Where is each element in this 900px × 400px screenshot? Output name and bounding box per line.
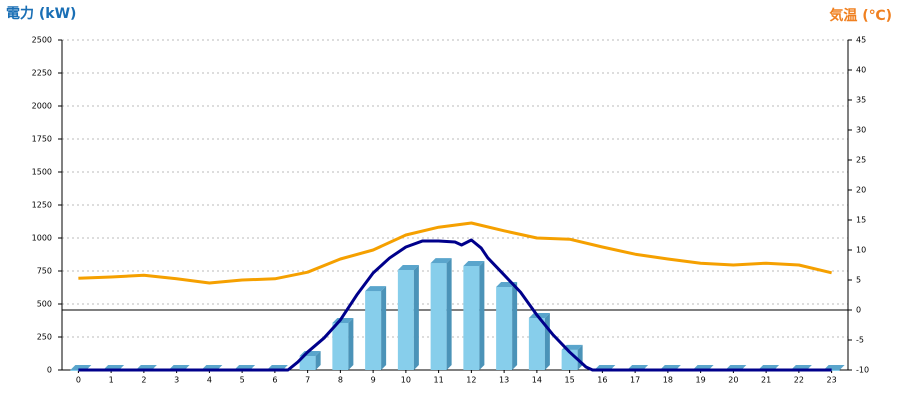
y2-tick-label: 40 [856,66,866,75]
x-tick-label: 13 [499,376,509,385]
x-tick-label: 6 [272,376,277,385]
bar-front [528,317,545,370]
x-tick-label: 3 [174,376,179,385]
x-tick-label: 4 [207,376,212,385]
y-tick-label: 1500 [32,168,52,177]
bar-side [413,264,419,370]
bar-side [348,318,354,370]
bar-top [430,258,452,264]
line [78,221,832,285]
y-tick-label: 2500 [32,36,52,45]
bar-side [479,260,485,370]
bar-front [332,323,349,370]
y-tick-label: 2000 [32,102,52,111]
x-tick-label: 20 [728,376,738,385]
bar-top [365,286,387,292]
bar-side [544,312,550,370]
x-tick-label: 23 [827,376,837,385]
bar [430,258,452,370]
bar [496,281,518,370]
x-tick-label: 12 [466,376,476,385]
x-tick-label: 19 [696,376,706,385]
y2-tick-label: 45 [856,36,866,45]
bar [463,260,485,370]
y2-tick-label: 0 [856,306,861,315]
x-tick-label: 15 [565,376,575,385]
bar-side [446,258,452,370]
x-tick-label: 0 [76,376,81,385]
x-tick-label: 1 [109,376,114,385]
bar [397,264,419,370]
y-tick-label: 500 [37,300,52,309]
bar-side [315,351,321,370]
x-tick-label: 5 [240,376,245,385]
y-tick-label: 1000 [32,234,52,243]
x-tick-label: 14 [532,376,542,385]
x-tick-label: 7 [305,376,310,385]
y-tick-label: 1250 [32,201,52,210]
y2-tick-label: 10 [856,246,866,255]
y2-axis-title: 気温 (℃) [829,7,892,24]
x-tick-label: 21 [761,376,771,385]
x-tick-label: 17 [630,376,640,385]
x-tick-label: 16 [597,376,607,385]
y2-tick-label: 20 [856,186,866,195]
x-tick-label: 11 [434,376,444,385]
bar [299,351,321,370]
y-tick-label: 1750 [32,135,52,144]
y2-tick-label: 30 [856,126,866,135]
x-tick-label: 18 [663,376,673,385]
line [78,238,832,372]
bar-top [397,264,419,270]
bar-front [365,291,382,370]
x-tick-label: 22 [794,376,804,385]
y2-tick-label: 15 [856,216,866,225]
y-tick-label: 0 [47,366,52,375]
bar-front [463,265,480,370]
bar-top [463,260,485,266]
y2-tick-label: -5 [856,336,864,345]
x-tick-label: 10 [401,376,411,385]
x-tick-label: 2 [141,376,146,385]
y2-tick-label: 25 [856,156,866,165]
bar-front [496,286,513,370]
y-axis-title: 電力 (kW) [6,5,76,22]
bar [365,286,387,370]
x-tick-label: 9 [371,376,376,385]
y-tick-label: 2250 [32,69,52,78]
x-tick-label: 8 [338,376,343,385]
bar-front [430,263,447,370]
bar-front [299,356,316,370]
y-tick-label: 250 [37,333,52,342]
bar [528,312,550,370]
y2-tick-label: 35 [856,96,866,105]
bar-side [381,286,387,370]
bar-front [397,269,414,370]
bar-top [528,312,550,318]
y2-tick-label: 5 [856,276,861,285]
y2-tick-label: -10 [856,366,869,375]
y-tick-label: 750 [37,267,52,276]
bar-side [512,281,518,370]
